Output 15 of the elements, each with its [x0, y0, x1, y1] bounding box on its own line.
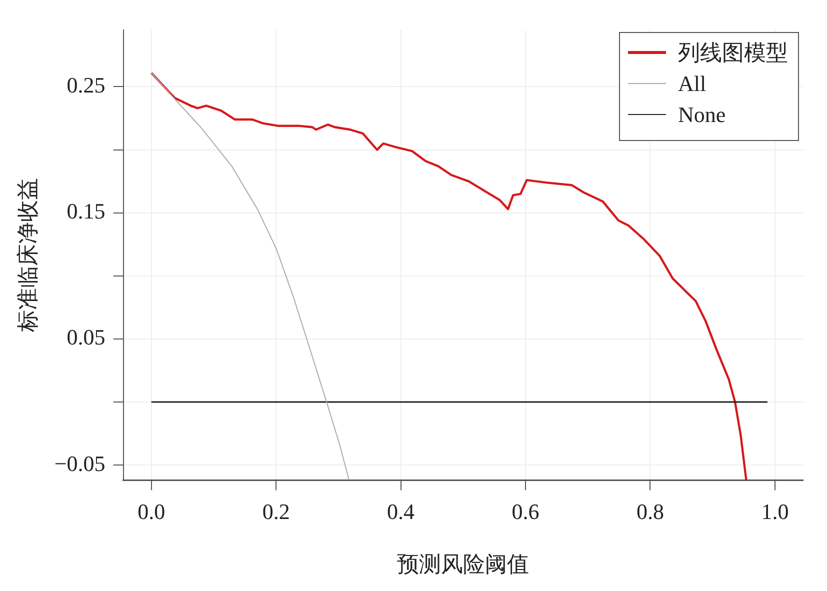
x-tick-label: 1.0 — [761, 499, 789, 524]
x-axis-title: 预测风险阈值 — [397, 552, 530, 577]
y-axis-title: 标准临床净收益 — [14, 178, 40, 334]
x-tick-label: 0.2 — [262, 499, 290, 524]
x-tick-label: 0.8 — [636, 499, 664, 524]
y-tick-label: 0.15 — [66, 198, 106, 224]
legend-label: None — [678, 101, 726, 129]
y-tick-label: 0.25 — [66, 72, 106, 98]
x-tick-label: 0.0 — [138, 499, 166, 524]
legend-label: All — [678, 70, 706, 98]
y-tick-label: −0.05 — [54, 450, 106, 476]
y-tick-label: 0.05 — [66, 324, 106, 350]
x-tick-label: 0.6 — [512, 499, 540, 524]
legend-label: 列线图模型 — [678, 39, 788, 67]
x-tick-label: 0.4 — [387, 499, 415, 524]
